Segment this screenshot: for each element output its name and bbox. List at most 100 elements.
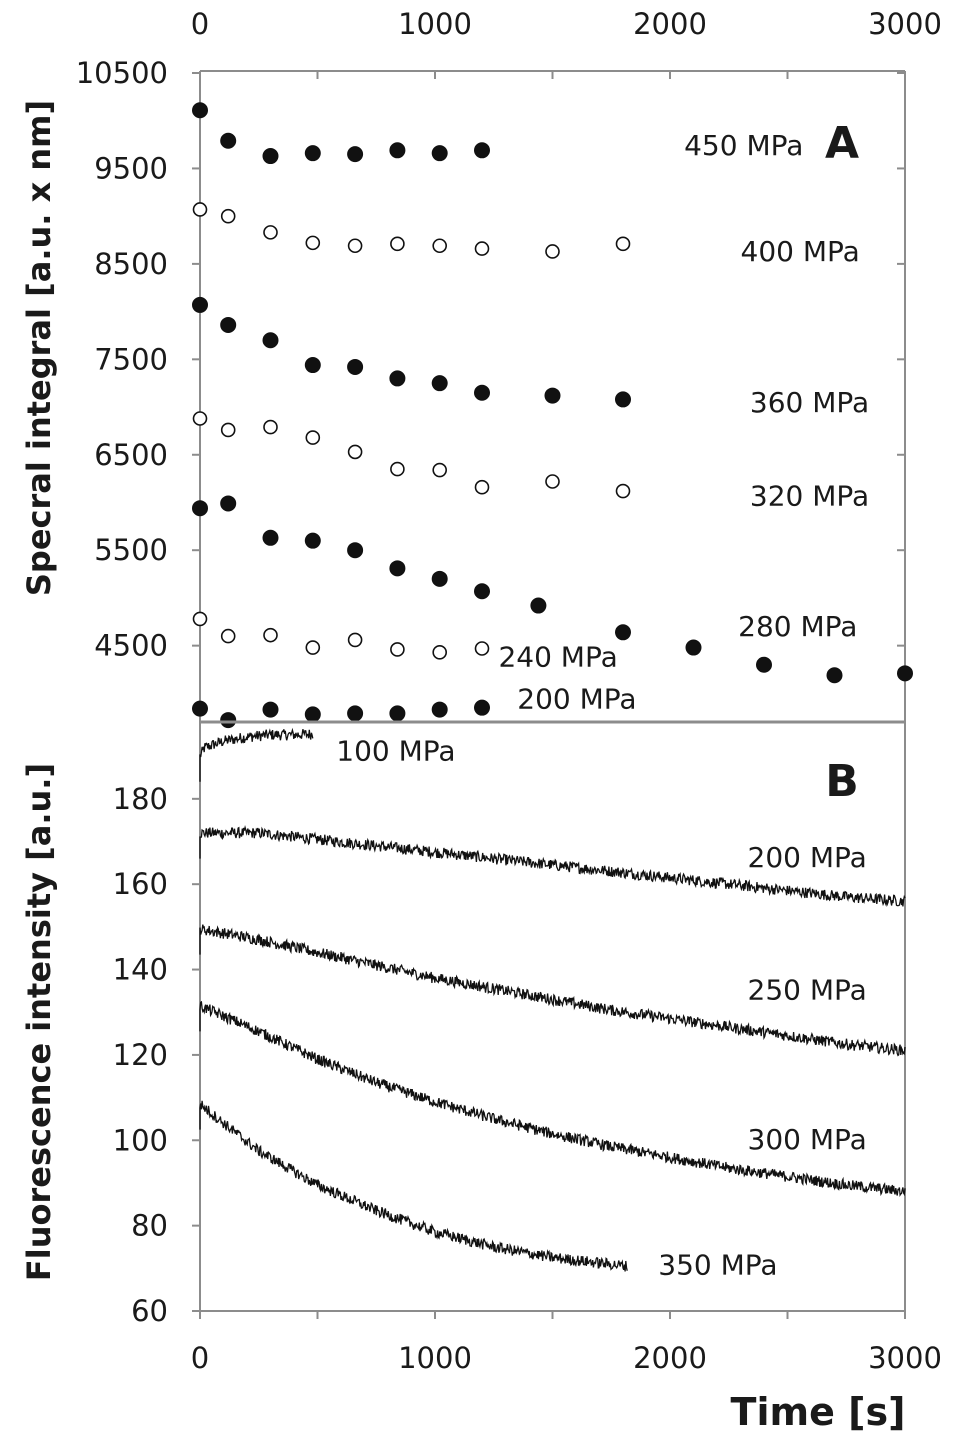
series-200-mpa [192, 699, 490, 729]
data-point [192, 296, 208, 313]
data-point [304, 145, 321, 162]
data-point [685, 639, 702, 656]
data-point [474, 241, 490, 256]
data-point [192, 202, 208, 217]
series-label: 360 MPa [750, 386, 869, 419]
data-point [192, 411, 208, 426]
panel-a-y-tick-label: 10500 [76, 56, 168, 90]
data-point [220, 712, 237, 729]
panel-b-x-tick-label: 2000 [633, 1341, 707, 1375]
data-point [544, 387, 561, 404]
data-point [304, 532, 321, 549]
panel-a-x-tick-label: 2000 [633, 7, 707, 41]
data-point [347, 444, 363, 460]
series-label: 320 MPa [750, 479, 869, 512]
series-450-mpa [192, 102, 490, 165]
panel-a-x-tick-label: 1000 [398, 7, 472, 41]
data-point [192, 700, 208, 717]
data-point [432, 645, 448, 660]
trace-350-mpa [199, 1100, 628, 1272]
data-point [615, 624, 631, 641]
panel-b-x-tick-label: 3000 [868, 1341, 942, 1375]
panel-b-y-tick-label: 180 [113, 782, 168, 816]
data-point [474, 479, 490, 495]
data-point [474, 142, 490, 159]
data-point [530, 597, 547, 614]
data-point [756, 656, 772, 673]
series-label: 200 MPa [748, 841, 867, 874]
trace-250-mpa [199, 924, 906, 1057]
panel-b-ylabel: Fluorescence intensity [a.u.] [20, 763, 58, 1281]
data-point [474, 641, 490, 656]
data-point [192, 500, 208, 517]
data-point [431, 145, 448, 162]
data-point [263, 225, 278, 240]
panel-a-y-tick-label: 7500 [94, 342, 168, 376]
data-point [220, 628, 236, 644]
series-label: 200 MPa [517, 683, 636, 716]
data-point [192, 611, 208, 627]
data-point [474, 384, 490, 401]
trace-300-mpa [199, 1000, 906, 1197]
data-point [305, 430, 321, 445]
data-point [432, 462, 448, 478]
series-label: 450 MPa [684, 129, 803, 162]
series-label: 400 MPa [741, 235, 860, 268]
panel-b-xlabel: Time [s] [731, 1390, 906, 1434]
data-point [305, 640, 321, 655]
panel-b-y-tick-label: 60 [131, 1294, 168, 1328]
panel-a-y-tick-label: 5500 [94, 533, 168, 567]
series-label: 300 MPa [748, 1123, 867, 1156]
data-point [262, 529, 279, 546]
data-point [474, 699, 490, 716]
data-point [347, 632, 363, 648]
panel-b-y-tick-label: 100 [113, 1123, 168, 1157]
series-240-mpa [192, 611, 490, 660]
panel-a-y-tick-label: 6500 [94, 438, 168, 472]
data-point [263, 627, 278, 643]
panel-a: 4500 5500 6500 7500 8500 9500 10500 0 1000 2000 30… [76, 7, 942, 729]
data-point [263, 419, 278, 435]
panel-b-y-tick-label: 140 [113, 953, 168, 987]
data-point [390, 461, 405, 477]
series-label: 100 MPa [336, 734, 455, 767]
trace-100-mpa [199, 727, 314, 782]
data-point [220, 208, 236, 224]
data-point [897, 665, 913, 682]
data-point [347, 705, 364, 722]
data-point [545, 244, 560, 259]
data-point [389, 370, 406, 387]
data-point [220, 132, 237, 149]
data-point [545, 474, 560, 489]
data-point [304, 706, 321, 723]
trace-200-mpa [199, 824, 906, 907]
panel-a-x-tick-label: 0 [191, 7, 209, 41]
panel-b-x-tick-label: 1000 [398, 1341, 472, 1375]
series-label: 240 MPa [498, 641, 617, 674]
data-point [615, 391, 631, 408]
panel-a-y-tick-label: 4500 [94, 629, 168, 663]
data-point [389, 560, 406, 577]
data-point [474, 583, 490, 600]
data-point [347, 238, 363, 254]
panel-b-letter: B [825, 756, 859, 807]
data-point [431, 570, 448, 587]
series-400-mpa [192, 202, 631, 259]
data-point [347, 146, 364, 163]
series-360-mpa [192, 296, 631, 408]
data-point [390, 236, 405, 252]
data-point [220, 422, 236, 438]
data-point [390, 642, 405, 657]
panel-a-y-tick-label: 8500 [94, 247, 168, 281]
panel-a-ylabel: Specral integral [a.u. x nm] [20, 100, 58, 596]
series-320-mpa [192, 411, 631, 499]
panel-b-y-tick-label: 80 [131, 1209, 168, 1243]
data-point [389, 705, 406, 722]
data-point [615, 236, 631, 252]
data-point [431, 701, 448, 718]
series-label: 350 MPa [658, 1249, 777, 1282]
panel-b: 60 80 100 120 140 160 180 0 1000 2000 3000 100 MPa 2… [113, 722, 942, 1375]
data-point [432, 238, 448, 254]
data-point [262, 148, 279, 165]
